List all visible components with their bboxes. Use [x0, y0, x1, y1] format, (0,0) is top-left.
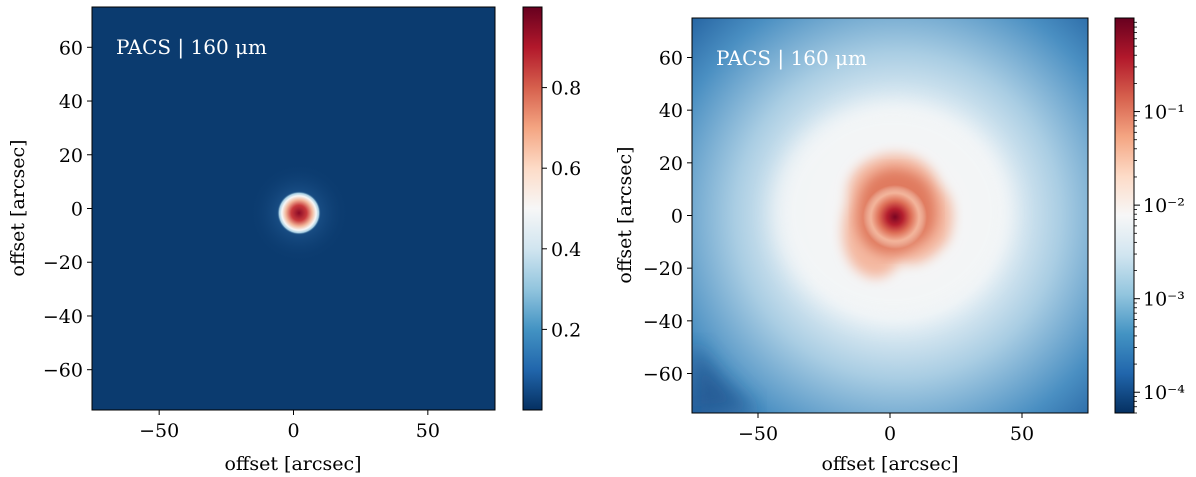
- left-ytick-label: −60: [43, 360, 83, 382]
- right-ytick-label: 0: [671, 206, 683, 228]
- right-xtick-label: −50: [738, 423, 778, 445]
- right-ytick-label: 40: [659, 100, 683, 122]
- left-ytick-label: 40: [59, 91, 83, 113]
- right-y-axis-label: offset [arcsec]: [614, 146, 636, 283]
- right-xtick-label: 0: [884, 423, 896, 445]
- right-ytick-label: 60: [659, 48, 683, 70]
- left-ytick-label: −20: [43, 252, 83, 274]
- right-ytick-label: 20: [659, 153, 683, 175]
- right-colorbar: [1114, 17, 1135, 414]
- right-heatmap: [692, 18, 1088, 413]
- right-cbar-label: 10⁻²: [1143, 195, 1185, 217]
- right-cbar-label: 10⁻³: [1143, 289, 1185, 311]
- right-colorbar-ticks: 10⁻⁴ 10⁻³ 10⁻² 10⁻¹: [1134, 21, 1185, 414]
- left-cbar-label: 0.8: [551, 78, 581, 100]
- right-axes: −50 0 50 −60 −40 −20 0 20 40 60: [643, 48, 1034, 446]
- left-colorbar: [522, 6, 543, 411]
- left-ytick-label: −40: [43, 306, 83, 328]
- left-y-axis-label: offset [arcsec]: [7, 139, 29, 276]
- right-ytick-label: −60: [643, 364, 683, 386]
- right-xtick-label: 50: [1010, 423, 1034, 445]
- left-cbar-label: 0.2: [551, 319, 581, 341]
- right-x-axis-label: offset [arcsec]: [821, 453, 958, 475]
- right-ytick-label: −40: [643, 311, 683, 333]
- left-ytick-label: 0: [71, 199, 83, 221]
- right-cbar-label: 10⁻¹: [1143, 102, 1185, 124]
- left-ytick-label: 20: [59, 145, 83, 167]
- left-heatmap: [92, 7, 495, 410]
- left-x-axis-label: offset [arcsec]: [224, 453, 361, 475]
- right-ytick-label: −20: [643, 258, 683, 280]
- left-xtick-label: −50: [139, 420, 179, 442]
- left-xtick-label: 0: [287, 420, 299, 442]
- left-cbar-label: 0.6: [551, 158, 581, 180]
- left-panel-label: PACS | 160 μm: [116, 35, 267, 60]
- left-ytick-label: 60: [59, 37, 83, 59]
- left-cbar-label: 0.4: [551, 239, 581, 261]
- left-xtick-label: 50: [416, 420, 440, 442]
- right-panel-label: PACS | 160 μm: [716, 46, 867, 71]
- right-cbar-label: 10⁻⁴: [1143, 382, 1185, 404]
- left-colorbar-ticks: 0.2 0.4 0.6 0.8: [542, 78, 581, 341]
- left-axes: −50 0 50 −60 −40 −20 0 20 40 60: [43, 37, 440, 442]
